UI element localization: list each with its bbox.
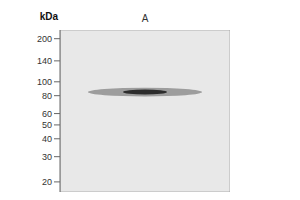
svg-text:40: 40 [42,134,52,144]
svg-text:80: 80 [42,91,52,101]
svg-text:50: 50 [42,120,52,130]
svg-text:200: 200 [37,34,52,44]
svg-text:A: A [142,13,149,24]
svg-text:20: 20 [42,177,52,187]
svg-text:kDa: kDa [40,11,59,22]
svg-text:60: 60 [42,109,52,119]
svg-text:30: 30 [42,152,52,162]
svg-text:140: 140 [37,56,52,66]
svg-text:100: 100 [37,77,52,87]
